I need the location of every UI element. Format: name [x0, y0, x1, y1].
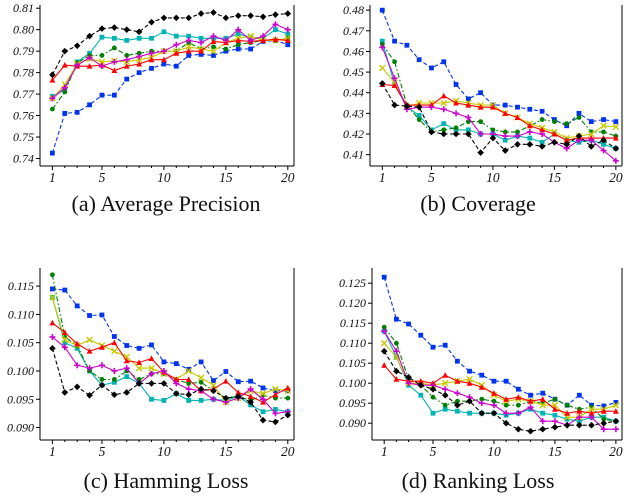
svg-text:5: 5	[99, 444, 106, 459]
svg-text:1: 1	[379, 170, 386, 185]
svg-text:20: 20	[281, 444, 295, 459]
chart-average-precision: 0.740.750.760.770.780.790.800.811 5 10 15 20	[13, 1, 295, 185]
red-series	[379, 81, 619, 143]
magenta-series	[49, 21, 291, 102]
svg-text:5: 5	[428, 170, 435, 185]
caption-coverage: (b) Coverage	[420, 191, 536, 216]
svg-text:15: 15	[219, 170, 233, 185]
svg-text:1: 1	[381, 444, 388, 459]
svg-text:0.090: 0.090	[339, 416, 366, 430]
svg-text:0.095: 0.095	[7, 392, 34, 406]
caption-hamming-loss: (c) Hamming Loss	[83, 468, 249, 493]
svg-text:5: 5	[430, 444, 437, 459]
svg-text:0.45: 0.45	[343, 65, 364, 79]
svg-text:0.46: 0.46	[343, 44, 364, 58]
black-series	[378, 80, 620, 156]
black-series	[49, 9, 292, 79]
svg-text:0.75: 0.75	[13, 130, 34, 144]
svg-text:0.43: 0.43	[343, 106, 364, 120]
svg-text:0.100: 0.100	[7, 364, 34, 378]
panel-average-precision: 0.74 0.75 0.76 0.77 0.78 0.79 0.80 0.81 1 5 10 15 20…	[0, 0, 312, 250]
blue-series	[381, 274, 619, 409]
svg-text:20: 20	[609, 170, 623, 185]
yellow-series	[49, 32, 292, 102]
magenta-series	[381, 328, 619, 433]
svg-text:20: 20	[609, 444, 623, 459]
svg-text:0.74: 0.74	[13, 151, 34, 165]
svg-text:10: 10	[157, 170, 171, 185]
svg-text:0.48: 0.48	[343, 3, 364, 17]
svg-text:15: 15	[219, 444, 233, 459]
svg-text:15: 15	[548, 444, 562, 459]
yellow-series	[378, 64, 620, 142]
svg-text:0.79: 0.79	[13, 44, 34, 58]
svg-text:0.110: 0.110	[340, 336, 366, 350]
svg-text:10: 10	[157, 444, 171, 459]
caption-average-precision: (a) Average Precision	[71, 191, 261, 216]
svg-text:20: 20	[281, 170, 295, 185]
svg-text:10: 10	[487, 444, 501, 459]
magenta-series	[379, 44, 619, 164]
svg-text:15: 15	[548, 170, 562, 185]
panel-ranking-loss: 0.090 0.095 0.100 0.105 0.110 0.115 0.120 0.125…	[312, 250, 624, 500]
blue-series	[49, 286, 291, 394]
svg-text:0.095: 0.095	[339, 396, 366, 410]
svg-text:0.115: 0.115	[8, 279, 34, 293]
cyan-series	[49, 295, 291, 415]
svg-text:0.80: 0.80	[13, 23, 34, 37]
chart-ranking-loss: 0.090 0.095 0.100 0.105 0.110 0.115 0.120 0.125…	[339, 268, 623, 459]
svg-text:1: 1	[49, 444, 56, 459]
svg-text:0.44: 0.44	[343, 86, 364, 100]
panel-hamming-loss: 0.090 0.095 0.100 0.105 0.110 0.115 1 5 10 15 20 (…	[0, 250, 312, 500]
svg-text:0.105: 0.105	[7, 336, 34, 350]
svg-text:0.110: 0.110	[8, 307, 34, 321]
svg-text:0.77: 0.77	[13, 87, 35, 101]
svg-text:0.100: 0.100	[339, 376, 366, 390]
panel-coverage: 0.41 0.42 0.43 0.44 0.45 0.46 0.47 0.48 1 5 10 15 20…	[312, 0, 624, 250]
svg-text:0.78: 0.78	[13, 66, 34, 80]
svg-text:0.41: 0.41	[343, 148, 364, 162]
caption-ranking-loss: (d) Ranking Loss	[401, 468, 555, 493]
svg-text:0.105: 0.105	[339, 356, 366, 370]
svg-text:0.81: 0.81	[13, 1, 34, 15]
svg-text:0.47: 0.47	[343, 24, 365, 38]
svg-text:0.090: 0.090	[7, 421, 34, 435]
svg-text:1: 1	[49, 170, 56, 185]
chart-coverage: 0.410.420.430.440.450.460.470.481 5 10 15 20	[343, 3, 623, 185]
svg-text:0.125: 0.125	[339, 276, 366, 290]
red-series	[381, 362, 619, 416]
black-series	[49, 345, 292, 426]
svg-text:0.76: 0.76	[13, 109, 34, 123]
svg-text:5: 5	[99, 170, 106, 185]
svg-text:0.115: 0.115	[340, 316, 366, 330]
svg-text:0.120: 0.120	[339, 296, 366, 310]
svg-text:10: 10	[486, 170, 500, 185]
svg-text:0.42: 0.42	[343, 127, 364, 141]
